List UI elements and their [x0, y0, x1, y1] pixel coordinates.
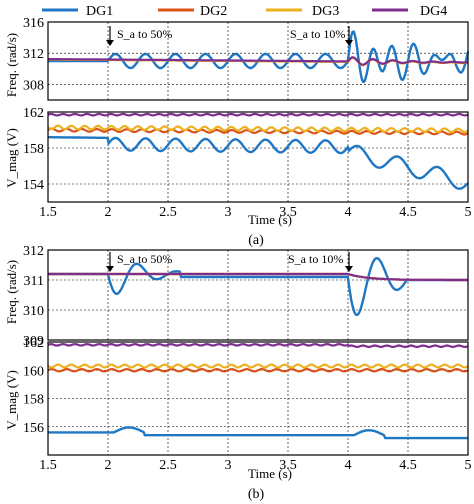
xtick-label: 2 — [105, 458, 112, 473]
ylabel-b-freq: Freq. (rad/s) — [4, 260, 19, 324]
plot-frame — [47, 341, 469, 456]
panel-b-frequency: 309 310 311 312 — [23, 244, 469, 349]
xlabel-a: Time (s) — [248, 212, 292, 227]
ytick-label: 312 — [23, 244, 44, 259]
ytick-label: 158 — [23, 393, 44, 408]
ytick-label: 162 — [23, 106, 44, 121]
series-line-dg4 — [47, 112, 469, 117]
xtick-label: 4 — [345, 458, 352, 473]
xtick-label: 1.5 — [39, 205, 57, 220]
panel-a-voltage: 154 158 162 1.5 2 2.5 3 3.5 4 4.5 5 — [23, 106, 472, 220]
legend-label-dg3: DG3 — [312, 4, 339, 19]
series-line-dg1 — [48, 135, 469, 190]
xtick-label: 5 — [465, 458, 472, 473]
annotation-text-a-event1: S_a to 50% — [117, 27, 172, 41]
series-line-dg4 — [48, 272, 468, 282]
xtick-label: 1.5 — [39, 458, 57, 473]
series-line-dg1 — [48, 426, 468, 440]
ytick-label: 308 — [23, 78, 44, 93]
xtick-label: 5 — [465, 205, 472, 220]
subfig-label-a: (a) — [248, 233, 264, 248]
series-line-dg2 — [47, 127, 469, 136]
series-line-dg1 — [48, 30, 470, 83]
xtick-label: 3 — [225, 458, 232, 473]
annotation-text-b-event1: S_a to 50% — [117, 252, 172, 266]
xtick-label: 2.5 — [159, 458, 177, 473]
panel-a-frequency: 308 312 316 — [23, 16, 470, 101]
ytick-label: 310 — [23, 304, 44, 319]
xtick-label: 4.5 — [399, 458, 417, 473]
series-line-dg4 — [47, 56, 469, 66]
series-line-dg3 — [47, 363, 469, 369]
ytick-label: 160 — [23, 364, 44, 379]
xtick-label: 3 — [225, 205, 232, 220]
annotation-b-event1: S_a to 50% — [106, 252, 172, 272]
ytick-label: 162 — [23, 336, 44, 351]
ylabel-b-vmag: V_mag (V) — [4, 370, 19, 430]
annotation-a-event2: S_a to 10% — [290, 26, 353, 46]
ytick-label: 311 — [24, 274, 44, 289]
plot-frame — [47, 111, 469, 203]
annotation-b-event2: S_a to 10% — [288, 252, 353, 272]
legend: DG1 DG2 DG3 DG4 — [42, 4, 447, 19]
legend-label-dg4: DG4 — [420, 4, 447, 19]
ytick-label: 312 — [23, 47, 44, 62]
ytick-label: 158 — [23, 142, 44, 157]
ylabel-a-freq: Freq. (rad/s) — [4, 33, 19, 97]
series-line-dg4 — [47, 342, 469, 349]
annotation-text-b-event2: S_a to 10% — [288, 252, 343, 266]
xtick-label: 2.5 — [159, 205, 177, 220]
xtick-label: 2 — [105, 205, 112, 220]
plot-frame — [47, 21, 469, 101]
ylabel-a-vmag: V_mag (V) — [4, 128, 19, 188]
ytick-label: 156 — [23, 421, 44, 436]
series-line-dg3 — [47, 124, 469, 134]
ytick-label: 154 — [23, 178, 44, 193]
xtick-label: 4 — [345, 205, 352, 220]
xtick-label: 3.5 — [279, 458, 297, 473]
subfig-label-b: (b) — [248, 487, 265, 502]
ytick-label: 309 — [23, 334, 44, 349]
annotation-text-a-event2: S_a to 10% — [290, 27, 345, 41]
panel-b-voltage: 156 158 160 162 1.5 2 2.5 3 3.5 4 4.5 5 — [23, 336, 472, 473]
xlabel-b: Time (s) — [248, 466, 292, 481]
series-line-dg1 — [48, 256, 468, 317]
legend-label-dg2: DG2 — [200, 4, 227, 19]
ytick-label: 316 — [23, 16, 44, 31]
legend-label-dg1: DG1 — [86, 4, 113, 19]
plot-frame — [47, 249, 469, 341]
series-line-dg2 — [47, 367, 469, 373]
annotation-a-event1: S_a to 50% — [106, 26, 172, 46]
xtick-label: 4.5 — [399, 205, 417, 220]
xtick-label: 3.5 — [279, 205, 297, 220]
